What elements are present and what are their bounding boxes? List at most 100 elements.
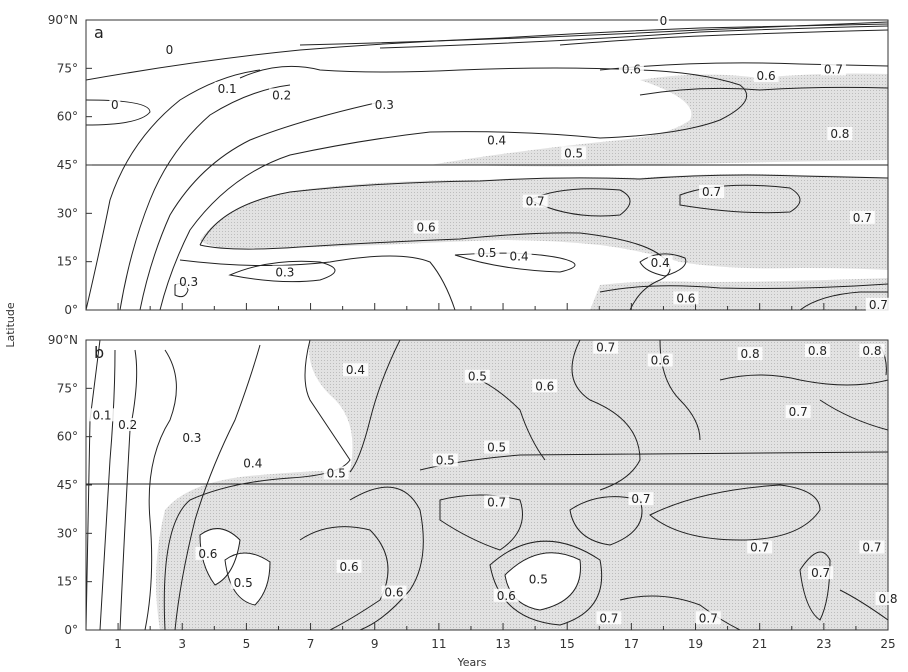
- x-tick-label: 15: [560, 637, 575, 651]
- contour-label: 0.8: [862, 344, 881, 358]
- contour-label-background: [808, 566, 834, 580]
- x-tick-label: 7: [307, 637, 315, 651]
- contour-label: 0.2: [118, 418, 137, 432]
- contour-label: 0.7: [596, 341, 615, 355]
- contour-label: 0.3: [275, 266, 294, 280]
- contour-label: 0.3: [179, 275, 198, 289]
- contour-label: 0.4: [346, 363, 365, 377]
- contour-label: 0.6: [384, 586, 403, 600]
- contour-label: 0.4: [243, 457, 262, 471]
- y-tick-label: 75°: [57, 381, 78, 395]
- contour-label-background: [865, 297, 891, 311]
- contour-label: 0.8: [741, 347, 760, 361]
- panel-a-contour-labels: 0 0 0.1 0.2 0.3 0.4 0.5 0.6 0.6 0.7 0.8 0 0.7 0.7 0.7 0…: [109, 14, 891, 312]
- contour-label: 0.6: [198, 547, 217, 561]
- contour-label-background: [109, 98, 121, 111]
- contour-label: 0.7: [702, 185, 721, 199]
- x-tick-label: 11: [431, 637, 446, 651]
- contour-label-background: [176, 275, 202, 289]
- contour-label-background: [820, 62, 846, 76]
- y-tick-label: 90°N: [48, 333, 78, 347]
- x-tick-label: 9: [371, 637, 379, 651]
- y-tick-label: 60°: [57, 430, 78, 444]
- contour-label-background: [493, 588, 519, 602]
- contour-label-background: [849, 210, 875, 224]
- panel-b-contours: [86, 340, 888, 630]
- contour-label-background: [342, 363, 368, 377]
- contour-label: 0.4: [651, 256, 670, 270]
- y-tick-label: 15°: [57, 255, 78, 269]
- contour-label: 0.7: [526, 195, 545, 209]
- contour-label: 0.7: [789, 405, 808, 419]
- contour-label-background: [525, 572, 551, 586]
- y-tick-label: 75°: [57, 61, 78, 75]
- contour-label: 0.6: [497, 589, 516, 603]
- contour-label-background: [532, 379, 558, 393]
- contour-label: 0: [111, 98, 119, 112]
- contour-label: 0.6: [417, 220, 436, 234]
- panel-b-y-tick-labels: 0° 15° 30° 45° 60° 75° 90°N: [48, 333, 92, 637]
- contour-label-background: [695, 611, 721, 625]
- contour-label: 0.4: [510, 249, 529, 263]
- contour-label-background: [859, 343, 885, 357]
- contour-label-background: [593, 340, 619, 354]
- x-tick-label: 21: [752, 637, 767, 651]
- contour-label-background: [618, 62, 644, 76]
- contour-label: 0.7: [750, 540, 769, 554]
- contour-label: 0.4: [487, 133, 506, 147]
- y-tick-label: 0°: [64, 303, 78, 317]
- x-axis-title: Years: [456, 656, 486, 669]
- contour-label-background: [657, 14, 669, 28]
- contour-label-background: [336, 559, 362, 573]
- contour-label: 0.3: [375, 98, 394, 112]
- contour-label: 0.7: [699, 611, 718, 625]
- contour-label: 0.6: [340, 560, 359, 574]
- y-tick-label: 90°N: [48, 13, 78, 27]
- contour-label: 0.7: [487, 495, 506, 509]
- contour-label-background: [214, 81, 240, 95]
- contour-label: 0.8: [808, 344, 827, 358]
- contour-label-background: [464, 369, 490, 383]
- contour-label-background: [785, 405, 811, 419]
- contour-label-background: [522, 194, 548, 208]
- contour-label-background: [371, 98, 397, 111]
- contour-label: 0.1: [218, 82, 237, 96]
- contour-label-background: [89, 408, 115, 422]
- contour-label: 0.5: [487, 441, 506, 455]
- contour-label-background: [240, 456, 266, 470]
- contour-label: 0.7: [824, 63, 843, 77]
- contour-label: 0.5: [436, 453, 455, 467]
- contour-label: 0.7: [853, 211, 872, 225]
- contour-label-background: [647, 255, 673, 269]
- contour-label-background: [484, 440, 510, 454]
- contour-label-background: [747, 540, 773, 554]
- x-tick-label: 23: [816, 637, 831, 651]
- panel-a-contours: [86, 21, 888, 310]
- contour-label-background: [753, 69, 779, 82]
- contour-label-background: [699, 185, 725, 198]
- x-tick-label: 5: [243, 637, 251, 651]
- contour-label: 0.7: [811, 566, 830, 580]
- contour-label-background: [474, 246, 500, 260]
- x-tick-label: 3: [178, 637, 186, 651]
- panel-b-x-ticks: 1 3 5 7 9 11 13 15 17 19 21 23 25: [85, 623, 896, 651]
- contour-label-background: [647, 353, 673, 367]
- x-tick-label: 25: [880, 637, 895, 651]
- contour-label-background: [628, 492, 654, 506]
- panel-b: 1 3 5 7 9 11 13 15 17 19 21 23 25 0°15°30°45°60°75°9…: [48, 333, 901, 651]
- contour-label-background: [506, 249, 532, 263]
- contour-label-background: [561, 146, 587, 160]
- contour-label-background: [804, 343, 830, 357]
- contour-label: 0.7: [631, 492, 650, 506]
- contour-label: 0.2: [272, 88, 291, 102]
- contour-label-background: [179, 430, 205, 444]
- contour-label: 0.8: [830, 127, 849, 141]
- panel-a-y-tick-labels: 0° 15° 30° 45° 60° 75° 90°N: [48, 13, 92, 317]
- y-tick-label: 60°: [57, 110, 78, 124]
- panel-a: 0°15°30°45°60°75°90°N 000.1 0.20.30.40.50…: [48, 13, 891, 317]
- x-tick-label: 1: [114, 637, 122, 651]
- contour-label-background: [230, 575, 256, 589]
- contour-label: 0.7: [862, 540, 881, 554]
- contour-label: 0: [660, 14, 668, 28]
